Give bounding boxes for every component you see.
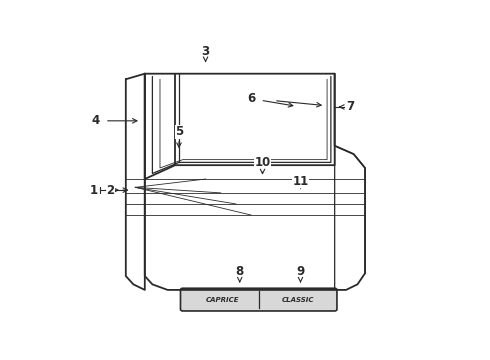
Text: 10: 10 <box>254 156 270 169</box>
Text: 3: 3 <box>201 45 210 58</box>
FancyBboxPatch shape <box>180 288 337 311</box>
Text: 2: 2 <box>106 184 115 197</box>
Text: 5: 5 <box>175 125 183 138</box>
Text: 6: 6 <box>247 92 255 105</box>
Text: 9: 9 <box>296 265 305 278</box>
Text: 8: 8 <box>236 265 244 278</box>
Text: 11: 11 <box>293 175 309 188</box>
Text: CAPRICE: CAPRICE <box>205 297 239 303</box>
Text: 1: 1 <box>90 184 98 197</box>
Text: CLASSIC: CLASSIC <box>282 297 315 303</box>
Text: 7: 7 <box>346 100 354 113</box>
Text: 4: 4 <box>91 114 99 127</box>
